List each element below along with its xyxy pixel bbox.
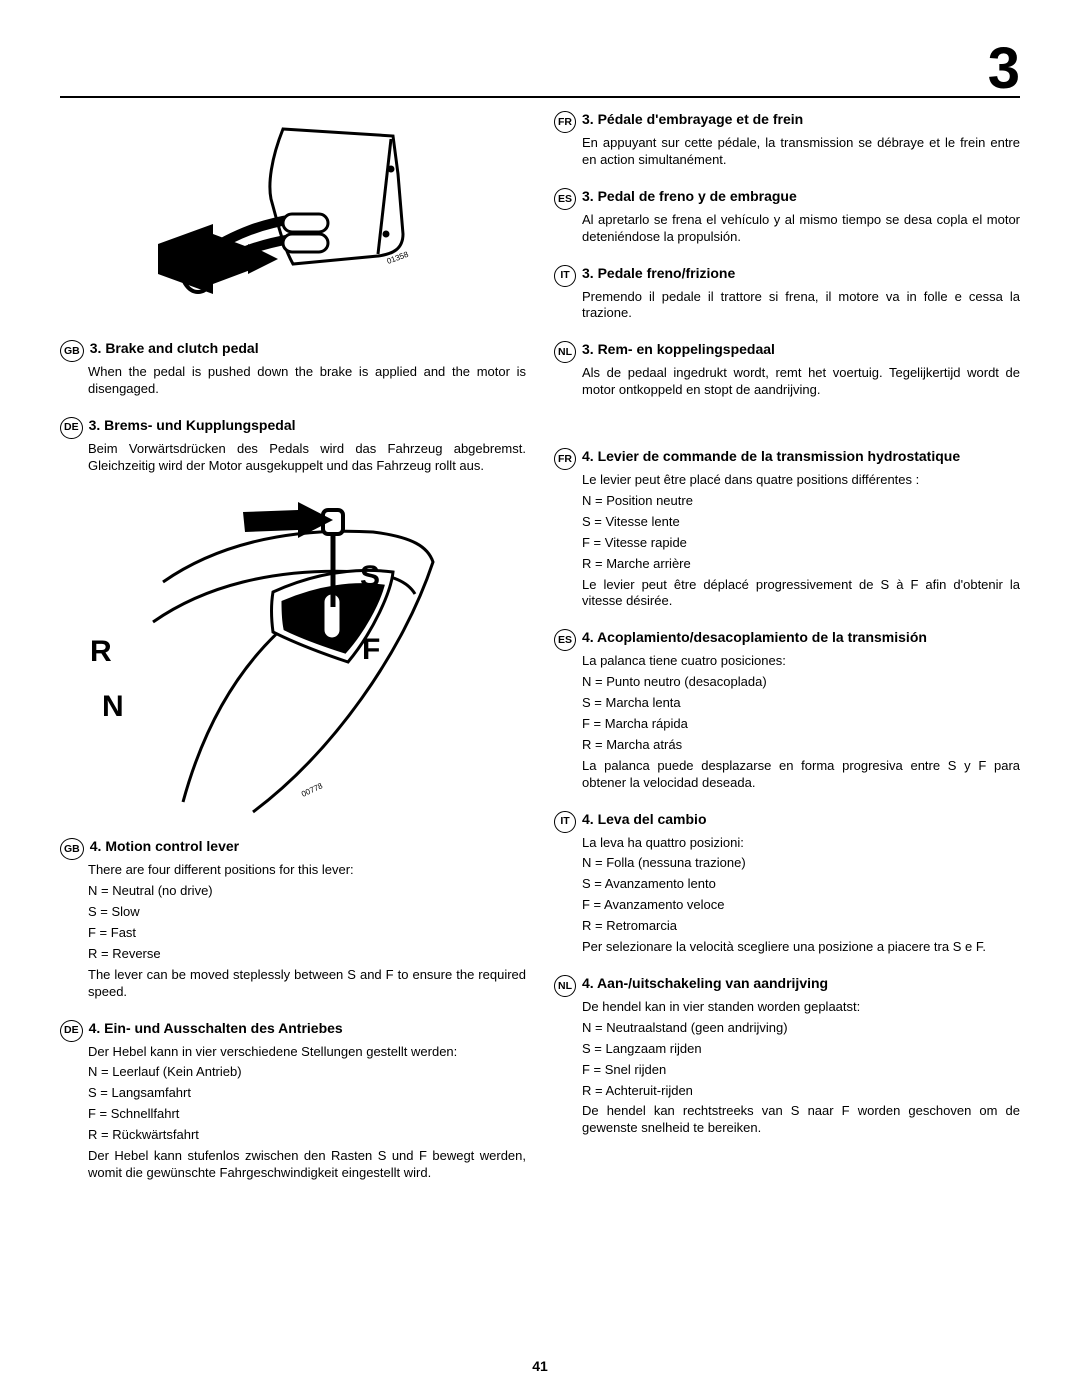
entry-motion-es: ES 4. Acoplamiento/desacoplamiento de la… xyxy=(554,628,1020,791)
lever-label-s: S xyxy=(360,557,380,596)
content-columns: 01358 GB 3. Brake and clutch pedal When … xyxy=(60,110,1020,1337)
entry-body: Beim Vorwärtsdrücken des Pedals wird das… xyxy=(60,441,526,475)
lang-badge-nl: NL xyxy=(554,341,576,363)
lang-badge-it: IT xyxy=(554,265,576,287)
motion-lever-illustration: 00778 S F R N xyxy=(60,492,526,827)
entry-body: En appuyant sur cette pédale, la transmi… xyxy=(554,135,1020,169)
manual-page: 3 xyxy=(0,0,1080,1397)
entry-brake-es: ES 3. Pedal de freno y de embrague Al ap… xyxy=(554,187,1020,246)
entry-motion-gb: GB 4. Motion control lever There are fou… xyxy=(60,837,526,1000)
lever-label-f: F xyxy=(362,630,380,669)
entry-body: Al apretarlo se frena el vehículo y al m… xyxy=(554,212,1020,246)
lang-badge-es: ES xyxy=(554,188,576,210)
lang-badge-it: IT xyxy=(554,811,576,833)
page-number: 41 xyxy=(0,1357,1080,1375)
entry-body: Le levier peut être placé dans quatre po… xyxy=(554,472,1020,610)
lang-badge-gb: GB xyxy=(60,340,84,362)
lever-label-r: R xyxy=(90,632,112,671)
entry-body: De hendel kan in vier standen worden gep… xyxy=(554,999,1020,1137)
entry-body: La leva ha quattro posizioni: N = Folla … xyxy=(554,835,1020,956)
left-column: 01358 GB 3. Brake and clutch pedal When … xyxy=(60,110,526,1337)
entry-title: 3. Brems- und Kupplungspedal xyxy=(89,416,296,435)
lever-label-n: N xyxy=(102,687,124,726)
entry-title: 4. Acoplamiento/desacoplamiento de la tr… xyxy=(582,628,927,647)
lang-badge-nl: NL xyxy=(554,975,576,997)
entry-body: La palanca tiene cuatro posiciones: N = … xyxy=(554,653,1020,791)
entry-body: Als de pedaal ingedrukt wordt, remt het … xyxy=(554,365,1020,399)
entry-title: 3. Rem- en koppelingspedaal xyxy=(582,340,775,359)
entry-motion-nl: NL 4. Aan-/uitschakeling van aandrijving… xyxy=(554,974,1020,1137)
right-column: FR 3. Pédale d'embrayage et de frein En … xyxy=(554,110,1020,1337)
entry-body: Der Hebel kann in vier verschiedene Stel… xyxy=(60,1044,526,1182)
lang-badge-de: DE xyxy=(60,417,83,439)
section-number: 3 xyxy=(988,40,1020,98)
spacer xyxy=(554,417,1020,447)
entry-brake-nl: NL 3. Rem- en koppelingspedaal Als de pe… xyxy=(554,340,1020,399)
entry-motion-de: DE 4. Ein- und Ausschalten des Antriebes… xyxy=(60,1019,526,1182)
entry-body: When the pedal is pushed down the brake … xyxy=(60,364,526,398)
entry-motion-it: IT 4. Leva del cambio La leva ha quattro… xyxy=(554,810,1020,956)
entry-title: 4. Motion control lever xyxy=(90,837,239,856)
entry-title: 3. Pedale freno/frizione xyxy=(582,264,735,283)
entry-body: There are four different positions for t… xyxy=(60,862,526,1000)
entry-motion-fr: FR 4. Levier de commande de la transmiss… xyxy=(554,447,1020,610)
entry-title: 3. Brake and clutch pedal xyxy=(90,339,259,358)
entry-title: 4. Levier de commande de la transmission… xyxy=(582,447,960,466)
entry-title: 3. Pédale d'embrayage et de frein xyxy=(582,110,803,129)
entry-body: Premendo il pedale il trattore si frena,… xyxy=(554,289,1020,323)
entry-title: 3. Pedal de freno y de embrague xyxy=(582,187,797,206)
svg-text:00778: 00778 xyxy=(300,781,324,799)
lang-badge-fr: FR xyxy=(554,448,576,470)
entry-title: 4. Aan-/uitschakeling van aandrijving xyxy=(582,974,828,993)
entry-brake-de: DE 3. Brems- und Kupplungspedal Beim Vor… xyxy=(60,416,526,475)
top-rule xyxy=(60,96,1020,98)
entry-title: 4. Leva del cambio xyxy=(582,810,707,829)
entry-brake-gb: GB 3. Brake and clutch pedal When the pe… xyxy=(60,339,526,398)
lang-badge-fr: FR xyxy=(554,111,576,133)
lang-badge-es: ES xyxy=(554,629,576,651)
entry-brake-it: IT 3. Pedale freno/frizione Premendo il … xyxy=(554,264,1020,323)
lang-badge-gb: GB xyxy=(60,838,84,860)
entry-title: 4. Ein- und Ausschalten des Antriebes xyxy=(89,1019,343,1038)
brake-pedal-illustration: 01358 xyxy=(60,114,526,329)
entry-brake-fr: FR 3. Pédale d'embrayage et de frein En … xyxy=(554,110,1020,169)
lang-badge-de: DE xyxy=(60,1020,83,1042)
